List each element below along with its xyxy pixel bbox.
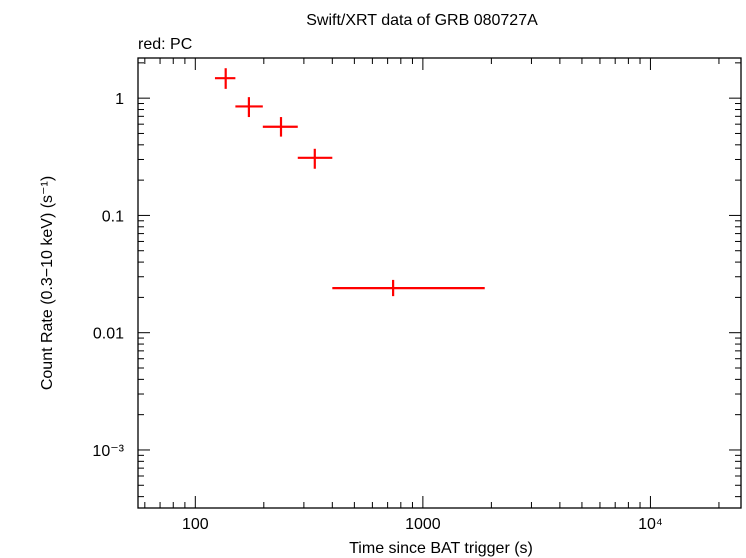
data-point <box>262 117 298 137</box>
plot-frame <box>137 57 742 509</box>
y-tick-label: 0.1 <box>102 208 124 225</box>
x-axis-label: Time since BAT trigger (s) <box>349 540 533 557</box>
y-tick-label: 1 <box>115 91 124 108</box>
data-point <box>214 68 236 89</box>
axes-layer: 100 1000 10⁴ 1 0.1 0.01 10⁻³ <box>92 58 741 533</box>
chart-subtitle: red: PC <box>138 36 192 53</box>
x-tick-label: 10⁴ <box>638 516 663 533</box>
data-point <box>332 279 485 297</box>
data-point <box>297 148 333 169</box>
data-point <box>235 97 263 118</box>
y-tick-label: 0.01 <box>93 326 124 343</box>
y-axis-label: Count Rate (0.3−10 keV) (s⁻¹) <box>39 176 56 390</box>
y-tick-label: 10⁻³ <box>92 443 124 460</box>
x-tick-label: 1000 <box>405 516 441 533</box>
series-layer <box>214 68 485 297</box>
chart-title: Swift/XRT data of GRB 080727A <box>306 12 538 29</box>
x-tick-label: 100 <box>182 516 209 533</box>
